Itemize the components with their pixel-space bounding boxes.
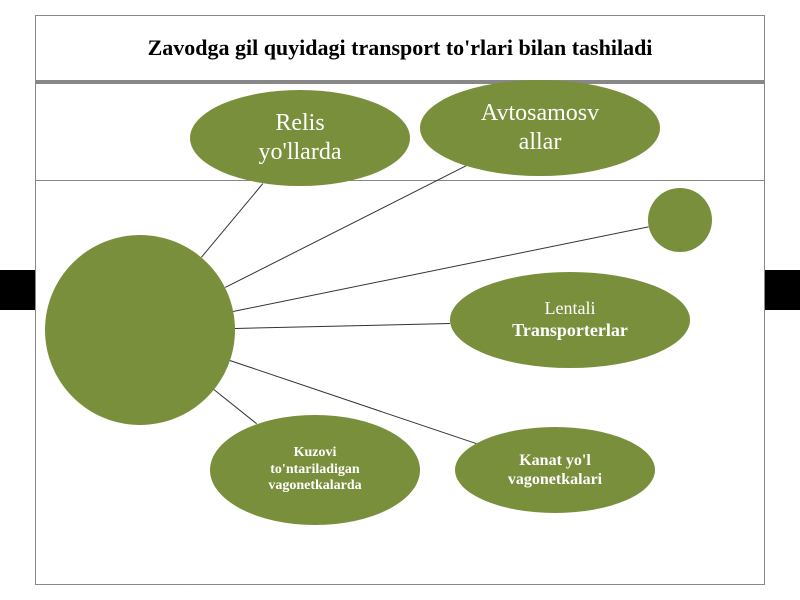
slide-title: Zavodga gil quyidagi transport to'rlari … xyxy=(148,35,653,61)
node-kanat-line: Kanat yo'l xyxy=(519,451,591,470)
side-tab-left xyxy=(0,270,35,310)
node-relis-line: yo'llarda xyxy=(259,138,342,167)
node-kuzovi-line: to'ntariladigan xyxy=(270,462,359,479)
content-divider xyxy=(35,180,765,181)
side-tab-right xyxy=(765,270,800,310)
node-lentali-line: Lentali xyxy=(545,298,596,320)
node-relis-line: Relis xyxy=(275,109,324,138)
node-hub xyxy=(45,235,235,425)
node-relis: Relisyo'llarda xyxy=(190,90,410,186)
title-bar: Zavodga gil quyidagi transport to'rlari … xyxy=(36,16,764,84)
node-avto-line: allar xyxy=(519,128,562,157)
node-small xyxy=(648,188,712,252)
node-kuzovi: Kuzovito'ntariladiganvagonetkalarda xyxy=(210,415,420,525)
node-kuzovi-line: Kuzovi xyxy=(294,445,337,462)
node-kanat-line: vagonetkalari xyxy=(508,470,602,489)
node-lentali: LentaliTransporterlar xyxy=(450,272,690,368)
node-avto: Avtosamosvallar xyxy=(420,80,660,176)
node-kuzovi-line: vagonetkalarda xyxy=(268,478,361,495)
node-lentali-line: Transporterlar xyxy=(512,320,628,342)
node-avto-line: Avtosamosv xyxy=(481,99,599,128)
node-kanat: Kanat yo'lvagonetkalari xyxy=(455,427,655,513)
